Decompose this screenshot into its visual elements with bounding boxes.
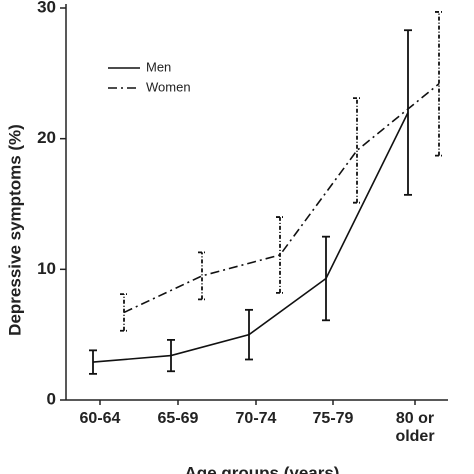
error-bar [404,29,412,196]
error-bar [198,251,206,301]
x-tick-label: 60-64 [79,410,121,427]
error-bar [245,308,253,361]
error-bar [120,293,128,332]
error-bar [353,97,361,204]
legend-label: Women [146,79,191,94]
y-tick-label: 0 [47,389,56,408]
legend-label: Men [146,59,171,74]
error-bar [167,338,175,373]
error-bar [89,349,97,375]
y-tick-label: 30 [37,0,56,16]
error-bar [435,11,443,157]
error-bar [322,235,330,322]
y-tick-label: 10 [37,259,56,278]
y-tick-label: 20 [37,128,56,147]
x-axis-label: Age groups (years) [185,463,340,474]
x-tick-label: 65-69 [157,410,199,427]
series-line [123,83,440,314]
x-tick-label: 70-74 [235,410,277,427]
y-axis-label: Depressive symptoms (%) [5,124,24,336]
x-tick-label: 80 or older [395,410,435,445]
error-bar [276,216,284,294]
series-line [92,112,409,363]
x-tick-label: 75-79 [312,410,354,427]
